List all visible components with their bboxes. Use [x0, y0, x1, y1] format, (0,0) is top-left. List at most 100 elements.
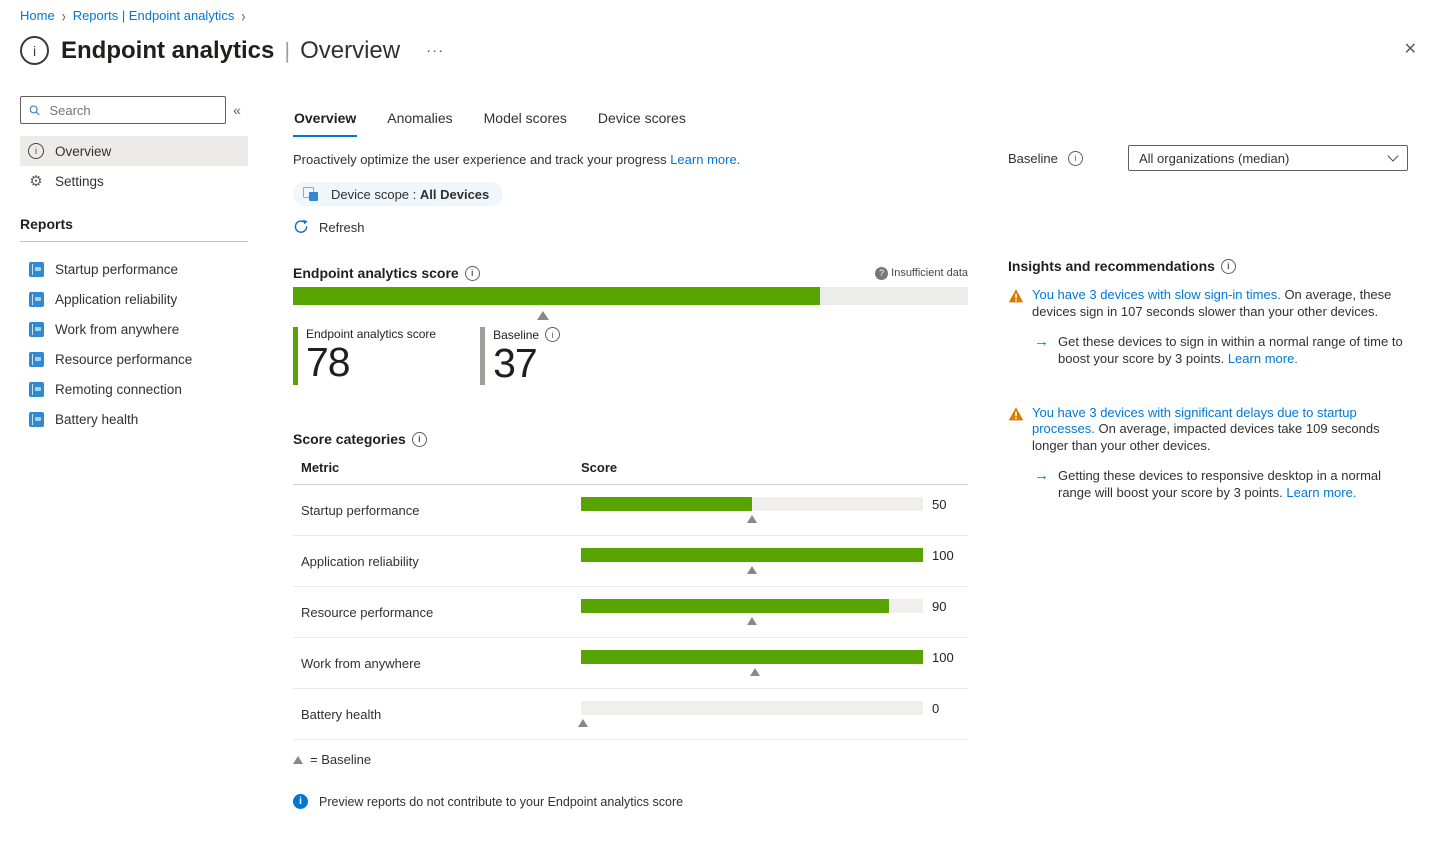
metric-label: Application reliability — [301, 553, 419, 569]
sidebar-divider — [20, 241, 248, 242]
sidebar-item-label: Overview — [55, 143, 112, 159]
score-bar-fill — [581, 650, 923, 665]
sidebar-item-resource-performance[interactable]: Resource performance — [20, 344, 248, 374]
baseline-control-label: Baseline i — [1008, 150, 1083, 166]
score-bar-track — [581, 548, 923, 563]
insufficient-data-badge: ? Insufficient data — [875, 266, 968, 280]
sidebar-item-application-reliability[interactable]: Application reliability — [20, 284, 248, 314]
report-icon — [28, 261, 44, 277]
info-icon[interactable]: i — [1220, 258, 1236, 274]
tab-bar: Overview Anomalies Model scores Device s… — [293, 108, 968, 137]
baseline-score-value: 37 — [493, 340, 538, 386]
info-filled-icon: i — [293, 794, 308, 810]
score-value: 50 — [932, 496, 947, 512]
info-icon[interactable]: i — [545, 327, 561, 342]
breadcrumb-home-link[interactable]: Home — [20, 8, 55, 23]
recommendation-text: Get these devices to sign in within a no… — [1058, 334, 1403, 366]
score-bar-fill — [581, 548, 923, 563]
insight-link[interactable]: You have 3 devices with significant dela… — [1032, 404, 1357, 437]
score-row: Application reliability 100 — [293, 536, 968, 588]
tab-anomalies[interactable]: Anomalies — [387, 110, 453, 126]
arrow-right-icon: → — [1034, 467, 1049, 485]
arrow-right-icon: → — [1034, 333, 1049, 351]
learn-more-link[interactable]: Learn more. — [1227, 350, 1298, 366]
sidebar: « i Overview ⚙ Settings Reports Startup … — [20, 96, 248, 434]
score-row: Startup performance 50 — [293, 485, 968, 537]
main-content: Overview Anomalies Model scores Device s… — [293, 108, 968, 810]
sidebar-item-label: Work from anywhere — [55, 321, 180, 337]
endpoint-score-marker-strip — [293, 305, 968, 321]
baseline-dropdown[interactable]: All organizations (median) — [1128, 145, 1408, 171]
reports-section-heading: Reports — [20, 216, 73, 232]
breadcrumb-chevron-icon: › — [61, 5, 66, 26]
sidebar-item-overview[interactable]: i Overview — [20, 136, 248, 166]
refresh-button[interactable]: Refresh — [293, 217, 365, 237]
device-scope-label: Device scope : — [331, 186, 417, 202]
score-bar-fill — [581, 497, 752, 512]
info-icon[interactable]: i — [411, 431, 427, 447]
more-options-icon[interactable]: ··· — [426, 42, 445, 59]
page-header: i Endpoint analytics | Overview ··· — [20, 36, 444, 65]
page-title: Endpoint analytics — [61, 36, 275, 64]
device-scope-value: All Devices — [419, 186, 490, 202]
sidebar-item-work-from-anywhere[interactable]: Work from anywhere — [20, 314, 248, 344]
gear-icon: ⚙ — [29, 172, 43, 190]
device-scope-filter[interactable]: Device scope : All Devices — [293, 182, 504, 206]
metric-label: Startup performance — [301, 502, 420, 518]
learn-more-link[interactable]: Learn more. — [1286, 485, 1357, 500]
sidebar-item-label: Startup performance — [55, 261, 179, 277]
insight-item: You have 3 devices with significant dela… — [1008, 405, 1408, 455]
recommendation-item: → Get these devices to sign in within a … — [1034, 333, 1408, 367]
sidebar-item-label: Settings — [55, 173, 104, 189]
endpoint-score-stat: Endpoint analytics score 78 — [293, 327, 437, 386]
tab-device-scores[interactable]: Device scores — [597, 110, 686, 126]
score-bar-track — [581, 650, 923, 665]
close-icon[interactable]: ✕ — [1403, 41, 1417, 58]
warning-icon — [1008, 406, 1024, 420]
insight-text: You have 3 devices with slow sign-in tim… — [1032, 287, 1392, 319]
info-icon[interactable]: i — [1067, 150, 1083, 166]
sidebar-item-settings[interactable]: ⚙ Settings — [20, 166, 248, 196]
endpoint-score-baseline-marker — [536, 311, 549, 320]
table-header: Metric Score — [293, 460, 968, 486]
insight-link[interactable]: You have 3 devices with slow sign-in tim… — [1032, 287, 1281, 302]
score-row: Battery health 0 — [293, 689, 968, 741]
baseline-marker — [747, 617, 757, 626]
report-icon — [28, 351, 44, 367]
recommendation-text: Getting these devices to responsive desk… — [1058, 468, 1382, 500]
sidebar-item-remoting-connection[interactable]: Remoting connection — [20, 374, 248, 404]
score-categories-table: Metric Score Startup performance 50 Appl… — [293, 460, 968, 741]
score-value: 100 — [932, 547, 954, 563]
score-categories-title: Score categories i — [293, 431, 968, 447]
baseline-stat: Baseline i 37 — [480, 327, 561, 386]
device-scope-icon — [303, 186, 319, 202]
refresh-label: Refresh — [319, 219, 365, 235]
endpoint-score-bar — [293, 287, 968, 305]
refresh-icon — [294, 219, 308, 233]
preview-note: i Preview reports do not contribute to y… — [293, 794, 968, 810]
search-input[interactable] — [47, 101, 217, 119]
baseline-legend: = Baseline — [293, 752, 968, 767]
breadcrumb: Home › Reports | Endpoint analytics › — [20, 5, 245, 26]
baseline-marker — [750, 668, 761, 677]
score-bar-track — [581, 701, 923, 716]
breadcrumb-reports-link[interactable]: Reports | Endpoint analytics — [72, 8, 235, 23]
tab-model-scores[interactable]: Model scores — [483, 110, 567, 126]
collapse-sidebar-icon[interactable]: « — [233, 102, 241, 118]
title-separator: | — [284, 37, 291, 63]
sidebar-item-battery-health[interactable]: Battery health — [20, 404, 248, 434]
chevron-down-icon — [1387, 150, 1399, 162]
insight-item: You have 3 devices with slow sign-in tim… — [1008, 287, 1408, 320]
info-icon[interactable]: i — [464, 265, 480, 281]
sidebar-item-startup-performance[interactable]: Startup performance — [20, 254, 248, 284]
report-icon — [28, 321, 44, 337]
score-bar-track — [581, 599, 923, 614]
insight-text: You have 3 devices with significant dela… — [1032, 404, 1380, 453]
insights-section: Insights and recommendations i You have … — [1008, 258, 1408, 502]
learn-more-link[interactable]: Learn more. — [670, 152, 741, 167]
baseline-dropdown-value: All organizations (median) — [1139, 150, 1290, 166]
stat-label: Endpoint analytics score — [306, 327, 437, 341]
tab-overview[interactable]: Overview — [293, 108, 358, 137]
insights-title: Insights and recommendations i — [1008, 258, 1408, 274]
